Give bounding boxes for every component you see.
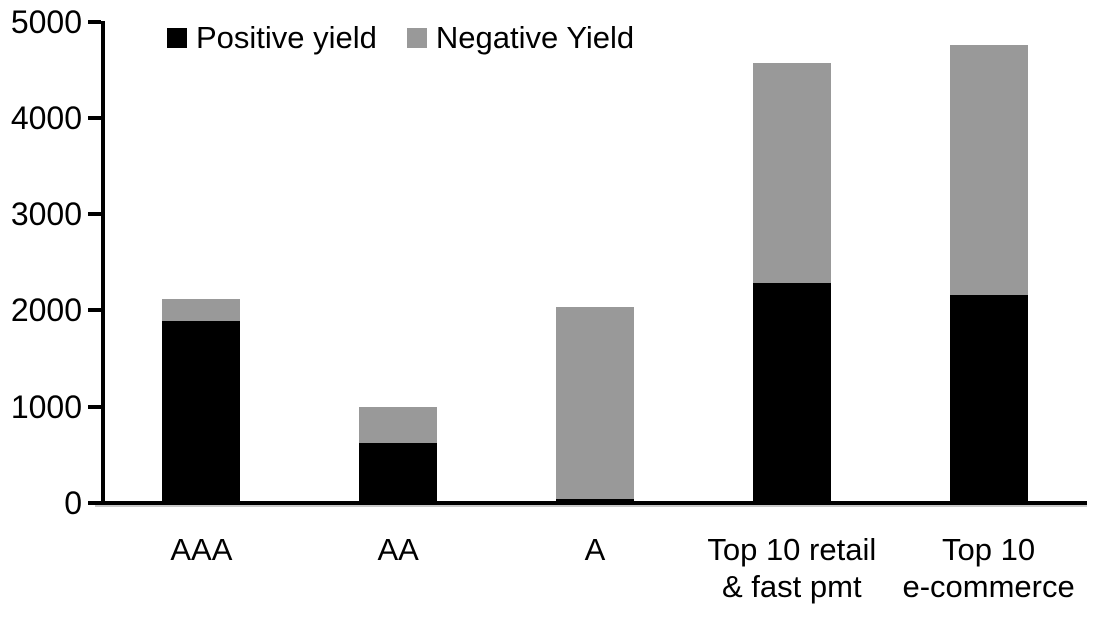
y-axis-tick-4000	[88, 115, 101, 120]
legend-swatch-icon	[406, 28, 427, 48]
y-axis-line	[101, 21, 105, 505]
y-axis-tick-3000	[88, 212, 101, 217]
bar-top-10-retail-fast-pmt-negative-yield	[752, 63, 831, 283]
bar-aa-negative-yield	[359, 406, 438, 444]
bar-aaa-negative-yield	[162, 298, 241, 321]
x-axis-label-aa: AA	[300, 531, 496, 568]
y-axis-tick-label-5000: 5000	[10, 3, 82, 40]
x-axis-label-top-10-retail-fast-pmt: Top 10 retail & fast pmt	[694, 531, 890, 605]
y-axis-tick-5000	[88, 19, 101, 24]
y-axis-tick-label-3000: 3000	[10, 196, 82, 233]
x-axis-line	[95, 501, 1087, 505]
y-axis-tick-1000	[88, 404, 101, 409]
y-axis-tick-label-1000: 1000	[10, 388, 82, 425]
legend-swatch-icon	[167, 28, 187, 48]
y-axis-tick-2000	[88, 308, 101, 313]
bar-a-negative-yield	[556, 307, 634, 499]
bar-aaa-positive-yield	[162, 320, 241, 503]
bar-aa-positive-yield	[359, 443, 438, 503]
legend-label: Negative Yield	[435, 20, 635, 55]
x-axis-label-aaa: AAA	[103, 531, 299, 568]
x-axis-label-a: A	[497, 531, 693, 568]
bar-top-10-e-commerce-negative-yield	[949, 45, 1028, 296]
y-axis-tick-0	[88, 501, 101, 505]
chart-legend: Positive yield Negative Yield	[167, 20, 634, 56]
legend-label: Positive yield	[196, 20, 377, 55]
x-axis-label-line: AA	[377, 532, 419, 567]
y-axis-tick-label-0: 0	[64, 485, 82, 521]
x-axis-label-line: Top 10 retail	[707, 532, 877, 567]
x-axis-label-top-10-e-commerce: Top 10 e-commerce	[891, 531, 1087, 605]
bar-top-10-retail-fast-pmt-positive-yield	[752, 282, 831, 503]
bar-top-10-e-commerce-positive-yield	[949, 295, 1028, 503]
x-axis-label-line: e-commerce	[902, 569, 1075, 604]
legend-item-positive-yield: Positive yield	[167, 20, 377, 56]
y-axis-tick-label-2000: 2000	[10, 292, 82, 329]
x-axis-label-line: & fast pmt	[722, 569, 862, 604]
x-axis-label-line: AAA	[170, 532, 233, 567]
x-axis-label-line: Top 10	[942, 532, 1036, 567]
x-axis-label-line: A	[584, 532, 606, 567]
x-axis-shadow-line	[95, 505, 1087, 507]
bar-a-positive-yield	[556, 498, 634, 503]
y-axis-tick-label-4000: 4000	[10, 99, 82, 136]
legend-item-negative-yield: Negative Yield	[406, 20, 635, 56]
